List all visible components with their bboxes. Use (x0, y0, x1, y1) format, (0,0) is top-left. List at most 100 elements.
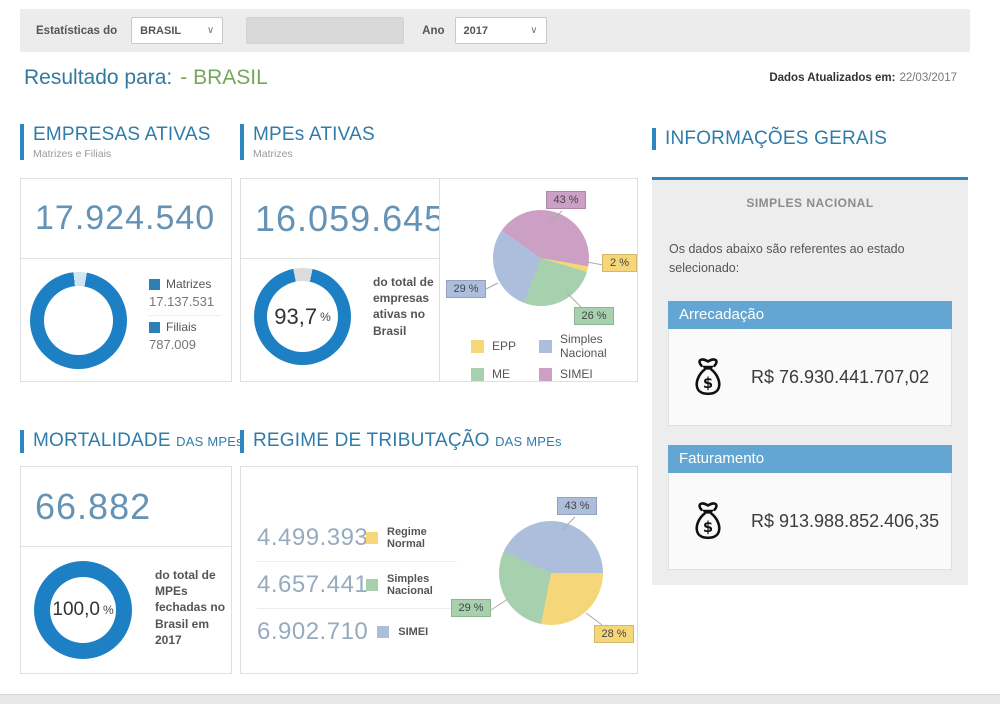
year-select[interactable]: 2017 ∨ (454, 17, 547, 44)
result-value: - BRASIL (180, 66, 268, 89)
empresas-subtitle: Matrizes e Filiais (33, 148, 112, 160)
arrecadacao-value: R$ 76.930.441.707,02 (751, 366, 930, 387)
mortalidade-chart-section: 100,0 % do total de MPEs fechadas no Bra… (21, 547, 231, 674)
legend-item-matrizes: Matrizes 17.137.531 (149, 273, 221, 316)
arrecadacao-body: $ R$ 76.930.441.707,02 (668, 329, 952, 426)
regime-simei-label: SIMEI (398, 626, 429, 638)
empresas-total: 17.924.540 (35, 199, 216, 237)
mpes-title: MPEs ATIVAS (253, 124, 375, 145)
pie-label-simples: 29 % (446, 280, 486, 298)
result-label: Resultado para: (24, 66, 173, 89)
pie-label-simei: 43 % (557, 497, 597, 515)
bottom-strip (0, 694, 1000, 704)
last-updated-label: Dados Atualizados em: (769, 72, 896, 84)
mpes-subtitle: Matrizes (253, 148, 293, 160)
region-select[interactable]: BRASIL ∨ (131, 17, 224, 44)
legend-item-simei: SIMEI (539, 367, 637, 381)
svg-text:$: $ (703, 519, 713, 536)
filter-toolbar: Estatísticas do BRASIL ∨ Ano 2017 ∨ (20, 9, 970, 52)
legend-item-filiais: Filiais 787.009 (149, 316, 221, 358)
arrecadacao-header: Arrecadação (668, 301, 952, 329)
matrizes-color-swatch (149, 278, 160, 290)
region-select-value: BRASIL (140, 24, 182, 37)
secondary-select-disabled (246, 17, 405, 44)
chevron-down-icon: ∨ (530, 25, 538, 36)
empresas-section-header: EMPRESAS ATIVAS Matrizes e Filiais (20, 124, 211, 160)
mortalidade-donut-hole: 100,0 % (50, 577, 116, 643)
mortalidade-note: do total de MPEs fechadas no Brasil em 2… (155, 568, 226, 647)
arrecadacao-block: Arrecadação $ R$ 76.930.441.707,02 (668, 301, 952, 426)
pie-label-epp: 2 % (602, 254, 637, 272)
empresas-total-section: 17.924.540 (21, 179, 231, 259)
regime-row-simples: 4.657.441 Simples Nacional (257, 562, 457, 609)
mpes-total: 16.059.645 (255, 197, 446, 239)
regime-simples-value: 4.657.441 (257, 571, 369, 598)
simei-color-swatch (539, 367, 552, 381)
regime-title: REGIME DE TRIBUTAÇÃO (253, 430, 490, 451)
epp-label: EPP (492, 339, 517, 353)
regime-normal-value: 4.499.393 (257, 524, 369, 551)
mortalidade-total-section: 66.882 (21, 467, 231, 547)
empresas-chart-section: Matrizes 17.137.531 Filiais 787.009 (21, 259, 231, 382)
faturamento-header: Faturamento (668, 445, 952, 473)
mortalidade-card: 66.882 100,0 % do total de MPEs fechadas… (20, 466, 232, 674)
pie-label-simples: 29 % (451, 599, 491, 617)
simples-label: Simples Nacional (560, 332, 607, 360)
mortalidade-percent: 100,0 (52, 599, 100, 620)
matrizes-label: Matrizes (166, 277, 212, 291)
mpes-section-header: MPEs ATIVAS Matrizes (240, 124, 375, 160)
me-label: ME (492, 367, 510, 381)
empresas-title: EMPRESAS ATIVAS (33, 124, 211, 145)
last-updated: Dados Atualizados em: 22/03/2017 (769, 72, 957, 84)
pie-label-simei: 43 % (546, 191, 586, 209)
legend-item-simples-nacional: Simples Nacional (539, 332, 637, 360)
faturamento-block: Faturamento $ R$ 913.988.852.406,35 (668, 445, 952, 570)
pie-label-me: 26 % (574, 307, 614, 325)
mpes-note: do total de empresas ativas no Brasil (373, 275, 434, 338)
faturamento-body: $ R$ 913.988.852.406,35 (668, 473, 952, 570)
simei-label: SIMEI (560, 367, 593, 381)
mpes-pie-legend: EPP Simples Nacional ME SIMEI (471, 332, 637, 381)
mpes-chart-section: 93,7 % do total de empresas ativas no Br… (241, 259, 439, 382)
informacoes-panel: SIMPLES NACIONAL Os dados abaixo são ref… (652, 177, 968, 585)
regime-row-normal: 4.499.393 Regime Normal (257, 515, 457, 562)
year-label: Ano (422, 24, 445, 37)
regime-card: 4.499.393 Regime Normal 4.657.441 Simple… (240, 466, 638, 674)
regime-simples-label: Simples Nacional (387, 573, 433, 597)
mortalidade-title: MORTALIDADE (33, 430, 171, 451)
chevron-down-icon: ∨ (206, 25, 215, 36)
mpes-percent-unit: % (320, 309, 331, 324)
mortalidade-percent-unit: % (102, 603, 114, 617)
matrizes-value: 17.137.531 (149, 294, 215, 309)
empresas-donut-hole (44, 286, 113, 355)
epp-color-swatch (471, 339, 484, 353)
empresas-legend: Matrizes 17.137.531 Filiais 787.009 (149, 273, 221, 358)
svg-text:$: $ (703, 375, 713, 392)
me-color-swatch (471, 367, 484, 381)
legend-item-me: ME (471, 367, 539, 381)
mpes-percent: 93,7 (274, 303, 318, 329)
faturamento-value: R$ 913.988.852.406,35 (751, 510, 940, 531)
empresas-card: 17.924.540 Matrizes 17.137.531 Filiais (20, 178, 232, 382)
mpes-total-section: 16.059.645 (241, 179, 444, 259)
result-heading: Resultado para: - BRASIL (24, 66, 268, 90)
mortalidade-title-suffix: DAS MPEs (176, 434, 243, 449)
regime-simei-value: 6.902.710 (257, 618, 369, 645)
last-updated-date: 22/03/2017 (899, 72, 957, 84)
stats-label: Estatísticas do (36, 24, 118, 37)
informacoes-title: INFORMAÇÕES GERAIS (665, 128, 888, 149)
regime-pie-chart (499, 521, 603, 625)
year-select-value: 2017 (463, 24, 489, 37)
informacoes-section-header: INFORMAÇÕES GERAIS (652, 128, 887, 150)
mpes-card: 16.059.645 93,7 % do total de empresas a… (240, 178, 444, 382)
mpes-pie-card: 43 % 2 % 26 % 29 % EPP Simples Nacional … (439, 178, 638, 382)
filiais-value: 787.009 (149, 337, 196, 352)
filiais-label: Filiais (166, 320, 197, 334)
money-bag-icon: $ (695, 358, 721, 396)
regime-section-header: REGIME DE TRIBUTAÇÃO DAS MPEs (240, 430, 562, 453)
mortalidade-total: 66.882 (35, 485, 152, 527)
mortalidade-section-header: MORTALIDADE DAS MPEs (20, 430, 243, 453)
mpes-donut-chart: 93,7 % (254, 268, 351, 365)
mortalidade-donut-chart: 100,0 % (34, 561, 132, 659)
